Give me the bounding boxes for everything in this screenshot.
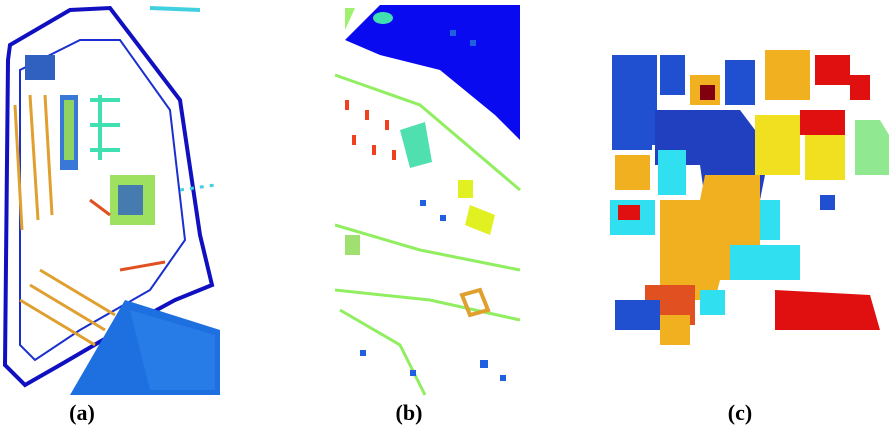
panel-label: (a) — [69, 400, 95, 425]
map-b — [335, 5, 520, 395]
panel-label: (b) — [396, 400, 423, 425]
panel-label: (c) — [728, 400, 752, 425]
figure: (a) (b) (c) — [0, 0, 889, 436]
map-a — [5, 8, 220, 395]
map-c — [610, 50, 889, 345]
figure-canvas: (a) (b) (c) — [0, 0, 889, 436]
